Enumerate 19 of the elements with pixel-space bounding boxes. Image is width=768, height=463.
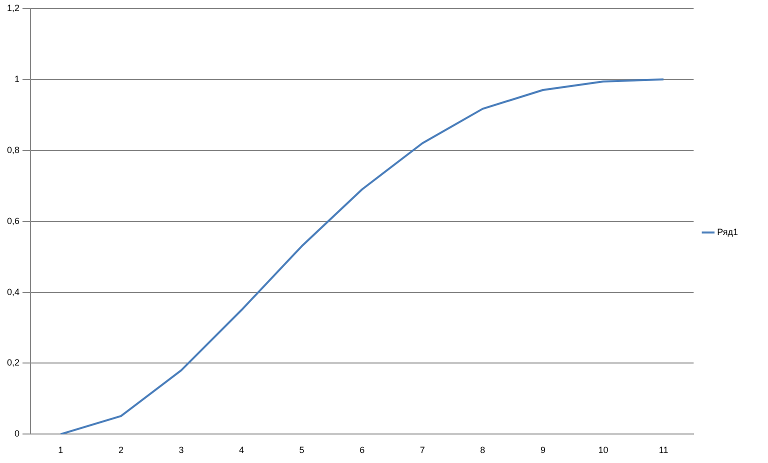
y-tick-label: 0,2 <box>6 358 20 368</box>
x-tick-label: 11 <box>658 445 668 456</box>
x-tick-label: 2 <box>118 445 124 456</box>
y-tick-label: 1,2 <box>6 2 20 13</box>
x-tick-label: 10 <box>598 445 608 456</box>
x-tick-label: 1 <box>58 445 64 456</box>
x-tick-label: 9 <box>540 445 546 456</box>
y-tick-label: 1 <box>14 74 20 84</box>
y-tick-label: 0,4 <box>6 286 20 297</box>
x-tick-label: 3 <box>178 445 184 456</box>
y-tick-label: 0,6 <box>6 216 20 226</box>
legend-label: Ряд1 <box>717 226 738 237</box>
y-tick-label: 0 <box>14 428 20 439</box>
x-tick-label: 4 <box>239 445 244 456</box>
y-tick-label: 0,8 <box>6 144 20 155</box>
x-tick-label: 5 <box>299 445 304 456</box>
x-tick-label: 7 <box>420 445 425 456</box>
x-tick-label: 6 <box>360 445 365 456</box>
x-tick-label: 8 <box>480 445 486 456</box>
